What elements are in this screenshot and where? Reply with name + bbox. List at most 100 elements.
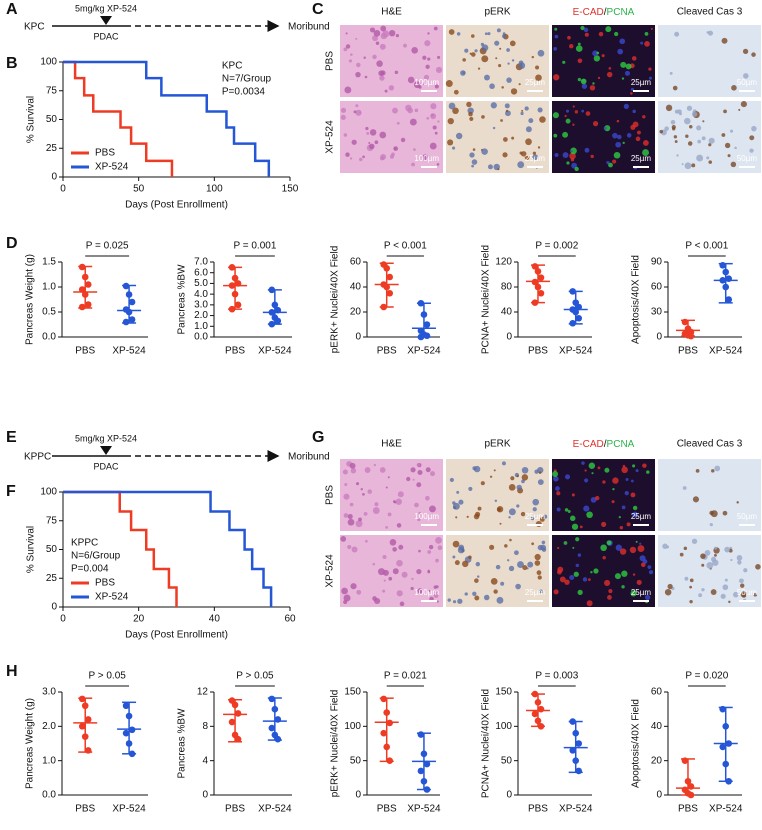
micrograph-texture <box>477 506 482 511</box>
micrograph-texture <box>378 70 385 77</box>
micrograph-texture <box>462 58 466 62</box>
micrograph-texture <box>434 590 438 594</box>
data-point <box>534 699 542 706</box>
micrograph-texture <box>503 137 508 142</box>
micrograph-texture <box>606 71 613 78</box>
scale-bar-label: 25µm <box>525 588 546 597</box>
y-tick-label: 0.0 <box>42 332 56 343</box>
micrograph-texture <box>552 112 559 119</box>
data-point <box>417 731 425 738</box>
micrograph-texture <box>553 74 560 81</box>
micrograph-texture <box>589 85 596 91</box>
micrograph-texture <box>570 147 577 155</box>
scale-bar-label: 25µm <box>631 154 652 163</box>
y-tick-label: 0 <box>51 172 57 183</box>
micrograph-texture <box>524 155 530 160</box>
x-tick-label: 20 <box>133 614 145 625</box>
micrograph-texture <box>374 597 381 605</box>
micrograph-texture <box>535 520 542 528</box>
data-point <box>534 283 542 291</box>
x-tick-label: XP-524 <box>258 804 292 815</box>
panel-label: E <box>6 429 17 446</box>
micrograph-texture <box>528 118 534 124</box>
data-point <box>122 282 130 290</box>
micrograph-texture <box>530 516 535 521</box>
micrograph-texture <box>647 565 652 570</box>
micrograph-texture <box>506 48 510 52</box>
micrograph-texture <box>396 590 403 597</box>
micrograph-texture <box>507 62 510 65</box>
annotation: N=6/Group <box>71 551 121 562</box>
data-point <box>231 290 239 298</box>
micrograph-texture <box>447 117 454 125</box>
micrograph-texture <box>751 125 757 132</box>
micrograph-texture <box>481 148 488 155</box>
y-tick-label: 40 <box>501 307 513 318</box>
micrograph-texture <box>591 472 594 475</box>
data-point <box>423 760 431 768</box>
y-tick-label: 50 <box>501 755 513 766</box>
micrograph-texture <box>630 92 633 95</box>
data-point <box>380 695 388 703</box>
micrograph-texture <box>349 462 356 469</box>
micrograph-texture <box>417 469 423 476</box>
timeline-model: KPPC <box>24 452 51 463</box>
micrograph-texture <box>452 146 456 150</box>
x-axis-label: Days (Post Enrollment) <box>125 200 228 211</box>
y-tick-label: 60 <box>651 687 663 698</box>
micrograph-texture <box>414 502 419 508</box>
micrograph-texture <box>380 156 385 161</box>
micrograph-texture <box>584 147 590 153</box>
y-tick-label: 0 <box>51 602 57 613</box>
micrograph-texture <box>632 505 638 511</box>
micrograph-texture <box>422 82 425 86</box>
micrograph-texture <box>601 54 605 58</box>
micrograph-texture <box>636 579 642 586</box>
data-point <box>420 311 428 318</box>
micrograph-texture <box>504 544 508 548</box>
micrograph-texture <box>574 110 579 114</box>
data-point <box>420 750 428 758</box>
micrograph <box>340 535 443 607</box>
y-tick-label: 1.0 <box>42 755 56 766</box>
micrograph-texture <box>380 25 387 32</box>
annotation: P=0.004 <box>71 564 109 575</box>
micrograph-texture <box>737 560 742 565</box>
micrograph-texture <box>511 59 515 62</box>
micrograph-texture <box>472 591 477 596</box>
micrograph-texture <box>427 550 432 554</box>
y-tick-label: 0 <box>656 332 662 343</box>
data-point <box>234 735 242 743</box>
micrograph-texture <box>469 52 472 55</box>
micrograph-texture <box>372 562 376 566</box>
micrograph-texture <box>692 496 700 503</box>
micrograph-texture <box>615 141 622 148</box>
micrograph-texture <box>577 42 581 46</box>
timeline-model: KPC <box>24 22 45 33</box>
data-point <box>684 777 692 785</box>
micrograph-texture <box>532 507 537 512</box>
data-point <box>234 710 242 717</box>
data-point <box>569 319 577 327</box>
micrograph-texture <box>608 67 612 70</box>
micrograph-texture <box>566 109 570 113</box>
data-point <box>417 767 425 775</box>
micrograph-texture <box>435 536 442 544</box>
micrograph-texture <box>396 523 402 528</box>
micrograph-texture <box>537 575 542 580</box>
micrograph-texture <box>396 559 403 567</box>
micrograph-texture <box>714 546 718 550</box>
micrograph-texture <box>347 544 352 550</box>
micrograph-texture <box>466 101 472 108</box>
micrograph-texture <box>422 55 427 60</box>
scale-bar-label: 100µm <box>414 512 439 521</box>
dose-arrowhead <box>100 16 112 25</box>
micrograph-texture <box>436 600 439 603</box>
micrograph-texture <box>621 570 628 577</box>
panel-label: G <box>312 429 324 446</box>
data-point <box>420 777 428 785</box>
micrograph-texture <box>505 109 509 113</box>
micrograph-texture <box>496 596 504 604</box>
micrograph-texture <box>353 110 357 114</box>
comparison-label: P < 0.001 <box>685 241 728 252</box>
